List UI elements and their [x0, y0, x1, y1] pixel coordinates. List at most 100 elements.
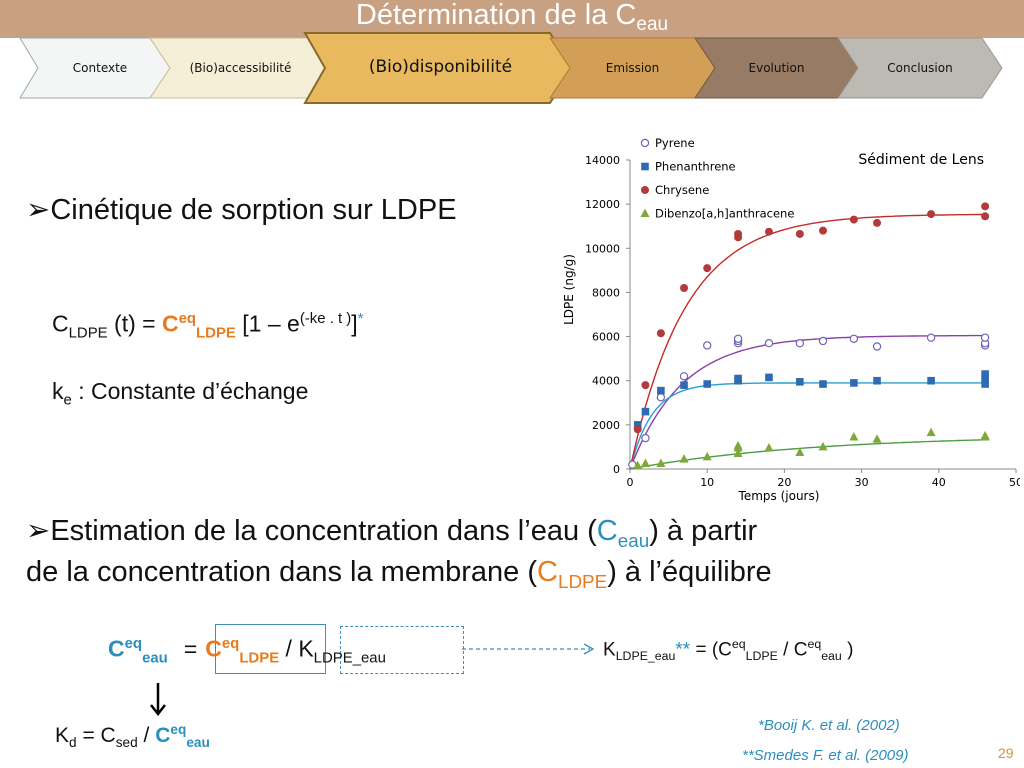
- equation-kinetics: CLDPE (t) = CeqLDPE [1 – e(-ke . t )]*: [52, 310, 363, 341]
- data-point-series-3: [872, 434, 882, 443]
- ke-sub: e: [63, 391, 72, 409]
- dashed-arrow: [462, 643, 595, 655]
- bullet-sorption: ➢Cinétique de sorption sur LDPE: [26, 192, 457, 227]
- bullet-arrow-icon: ➢: [26, 194, 51, 226]
- tab-conclusion-label[interactable]: Conclusion: [887, 61, 953, 75]
- ceq-ldpe-box: [215, 624, 326, 674]
- data-point-series-2: [764, 227, 773, 236]
- tab-evolution-label[interactable]: Evolution: [748, 61, 805, 75]
- eq1-ldpe-sub: LDPE: [68, 324, 108, 342]
- k-ldpe-eau-dashed-box: [340, 626, 464, 674]
- eq2-sub: eau: [142, 649, 168, 667]
- eq2-c: C: [108, 635, 125, 662]
- data-point-series-1: [680, 381, 688, 389]
- tab-emission-label[interactable]: Emission: [605, 61, 660, 75]
- data-point-series-2: [641, 381, 650, 390]
- slide-title-subscript: eau: [636, 14, 669, 35]
- data-point-series-1: [927, 376, 935, 385]
- data-point-series-0: [849, 334, 859, 343]
- data-point-series-3: [733, 448, 743, 458]
- data-point-series-1: [633, 421, 642, 429]
- eq1-close: ]: [351, 310, 358, 337]
- eq2-ksub: LDPE_eau: [313, 649, 386, 667]
- data-point-series-3: [702, 451, 712, 461]
- x-tick-label: 20: [777, 476, 791, 489]
- data-point-series-0: [702, 341, 712, 350]
- legend-label-1: Phenanthrene: [655, 160, 736, 174]
- eq1-bracket: [1 – e: [235, 310, 300, 337]
- eq2-k: K: [298, 635, 314, 662]
- data-point-series-0: [656, 393, 666, 402]
- bullet2-line2-text: de la concentration dans la membrane (: [26, 556, 538, 588]
- data-point-series-1: [703, 380, 711, 388]
- bullet2-c-ldpe-sub: LDPE: [557, 570, 608, 592]
- data-point-series-0: [733, 334, 743, 343]
- y-tick-label: 4000: [592, 375, 620, 388]
- eq1-ceq-sup: eq: [178, 310, 197, 327]
- eq2-slash: /: [279, 635, 299, 662]
- data-point-series-2: [795, 229, 804, 238]
- kd-c: C: [155, 724, 171, 747]
- bullet-estimation-line2: de la concentration dans la membrane (CL…: [26, 556, 772, 593]
- kd-sup: eq: [170, 722, 187, 737]
- page-number: 29: [998, 745, 1014, 761]
- kd-csub: sed: [115, 735, 138, 751]
- y-tick-label: 8000: [592, 286, 620, 299]
- data-point-series-0: [641, 433, 650, 443]
- y-tick-label: 14000: [585, 154, 620, 167]
- bullet-arrow-icon: ➢: [26, 515, 51, 547]
- tab-biodisponibilite-label[interactable]: (Bio)disponibilité: [368, 57, 513, 77]
- data-point-series-2: [981, 202, 990, 211]
- tab-biodisponibilite-shape[interactable]: [303, 32, 574, 104]
- title-bar: [0, 0, 1024, 38]
- kd-k: K: [55, 724, 70, 747]
- x-tick-label: 50: [1009, 476, 1020, 489]
- kdef-mid: / C: [777, 639, 808, 661]
- eq1-t: (t) =: [107, 310, 162, 337]
- tab-conclusion-shape[interactable]: [837, 37, 1003, 99]
- kdef-stars: **: [675, 639, 691, 661]
- reference-smedes: **Smedes F. et al. (2009): [742, 747, 909, 764]
- y-tick-label: 6000: [592, 331, 620, 344]
- fit-curve-1: [629, 382, 986, 470]
- data-point-series-1: [981, 380, 989, 388]
- legend-marker-2: [641, 186, 649, 194]
- data-point-series-2: [703, 264, 712, 273]
- eq1-ceq: C: [161, 310, 179, 337]
- data-point-series-3: [980, 430, 990, 440]
- eq1-ceq-sub: LDPE: [196, 324, 236, 342]
- tab-bioaccessibilite-label[interactable]: (Bio)accessibilité: [189, 61, 292, 75]
- data-point-series-3: [795, 447, 805, 456]
- kdef-sub1: LDPE: [745, 649, 778, 664]
- y-tick-label: 12000: [585, 198, 620, 211]
- eq2-sup2: eq: [221, 635, 240, 652]
- x-tick-label: 30: [855, 476, 869, 489]
- bullet2-c-eau-sub: eau: [617, 529, 650, 551]
- data-point-series-2: [927, 210, 936, 219]
- data-point-series-2: [819, 226, 827, 235]
- tab-contexte-label[interactable]: Contexte: [72, 61, 128, 75]
- data-point-series-0: [980, 333, 990, 342]
- bullet2-line1-text: Estimation de la concentration dans l’ea…: [50, 515, 597, 547]
- data-point-series-2: [981, 212, 990, 221]
- kdef-k: K: [603, 639, 616, 661]
- down-arrow-icon: [150, 683, 166, 717]
- y-tick-label: 0: [613, 463, 620, 476]
- data-point-series-2: [656, 329, 665, 338]
- x-axis-label: Temps (jours): [738, 489, 820, 503]
- data-point-series-3: [656, 458, 666, 467]
- data-point-series-1: [981, 370, 989, 378]
- data-point-series-0: [872, 342, 882, 351]
- fit-curve-0: [629, 334, 986, 470]
- bullet2-c-ldpe: C: [537, 556, 558, 588]
- data-point-series-0: [764, 338, 774, 348]
- kdef-sub2: eau: [821, 649, 842, 664]
- slide-title: Détermination de la Ceau: [0, 0, 1024, 40]
- data-point-series-2: [873, 218, 882, 227]
- eq2-sup: eq: [124, 635, 143, 652]
- data-point-series-2: [680, 284, 689, 293]
- kd-definition: Kd = Csed / Ceqeau: [55, 722, 210, 750]
- k-ldpe-eau-definition: KLDPE_eau** = (CeqLDPE / Ceqeau ): [603, 637, 853, 663]
- legend-marker-1: [641, 162, 649, 171]
- data-point-series-1: [657, 386, 665, 395]
